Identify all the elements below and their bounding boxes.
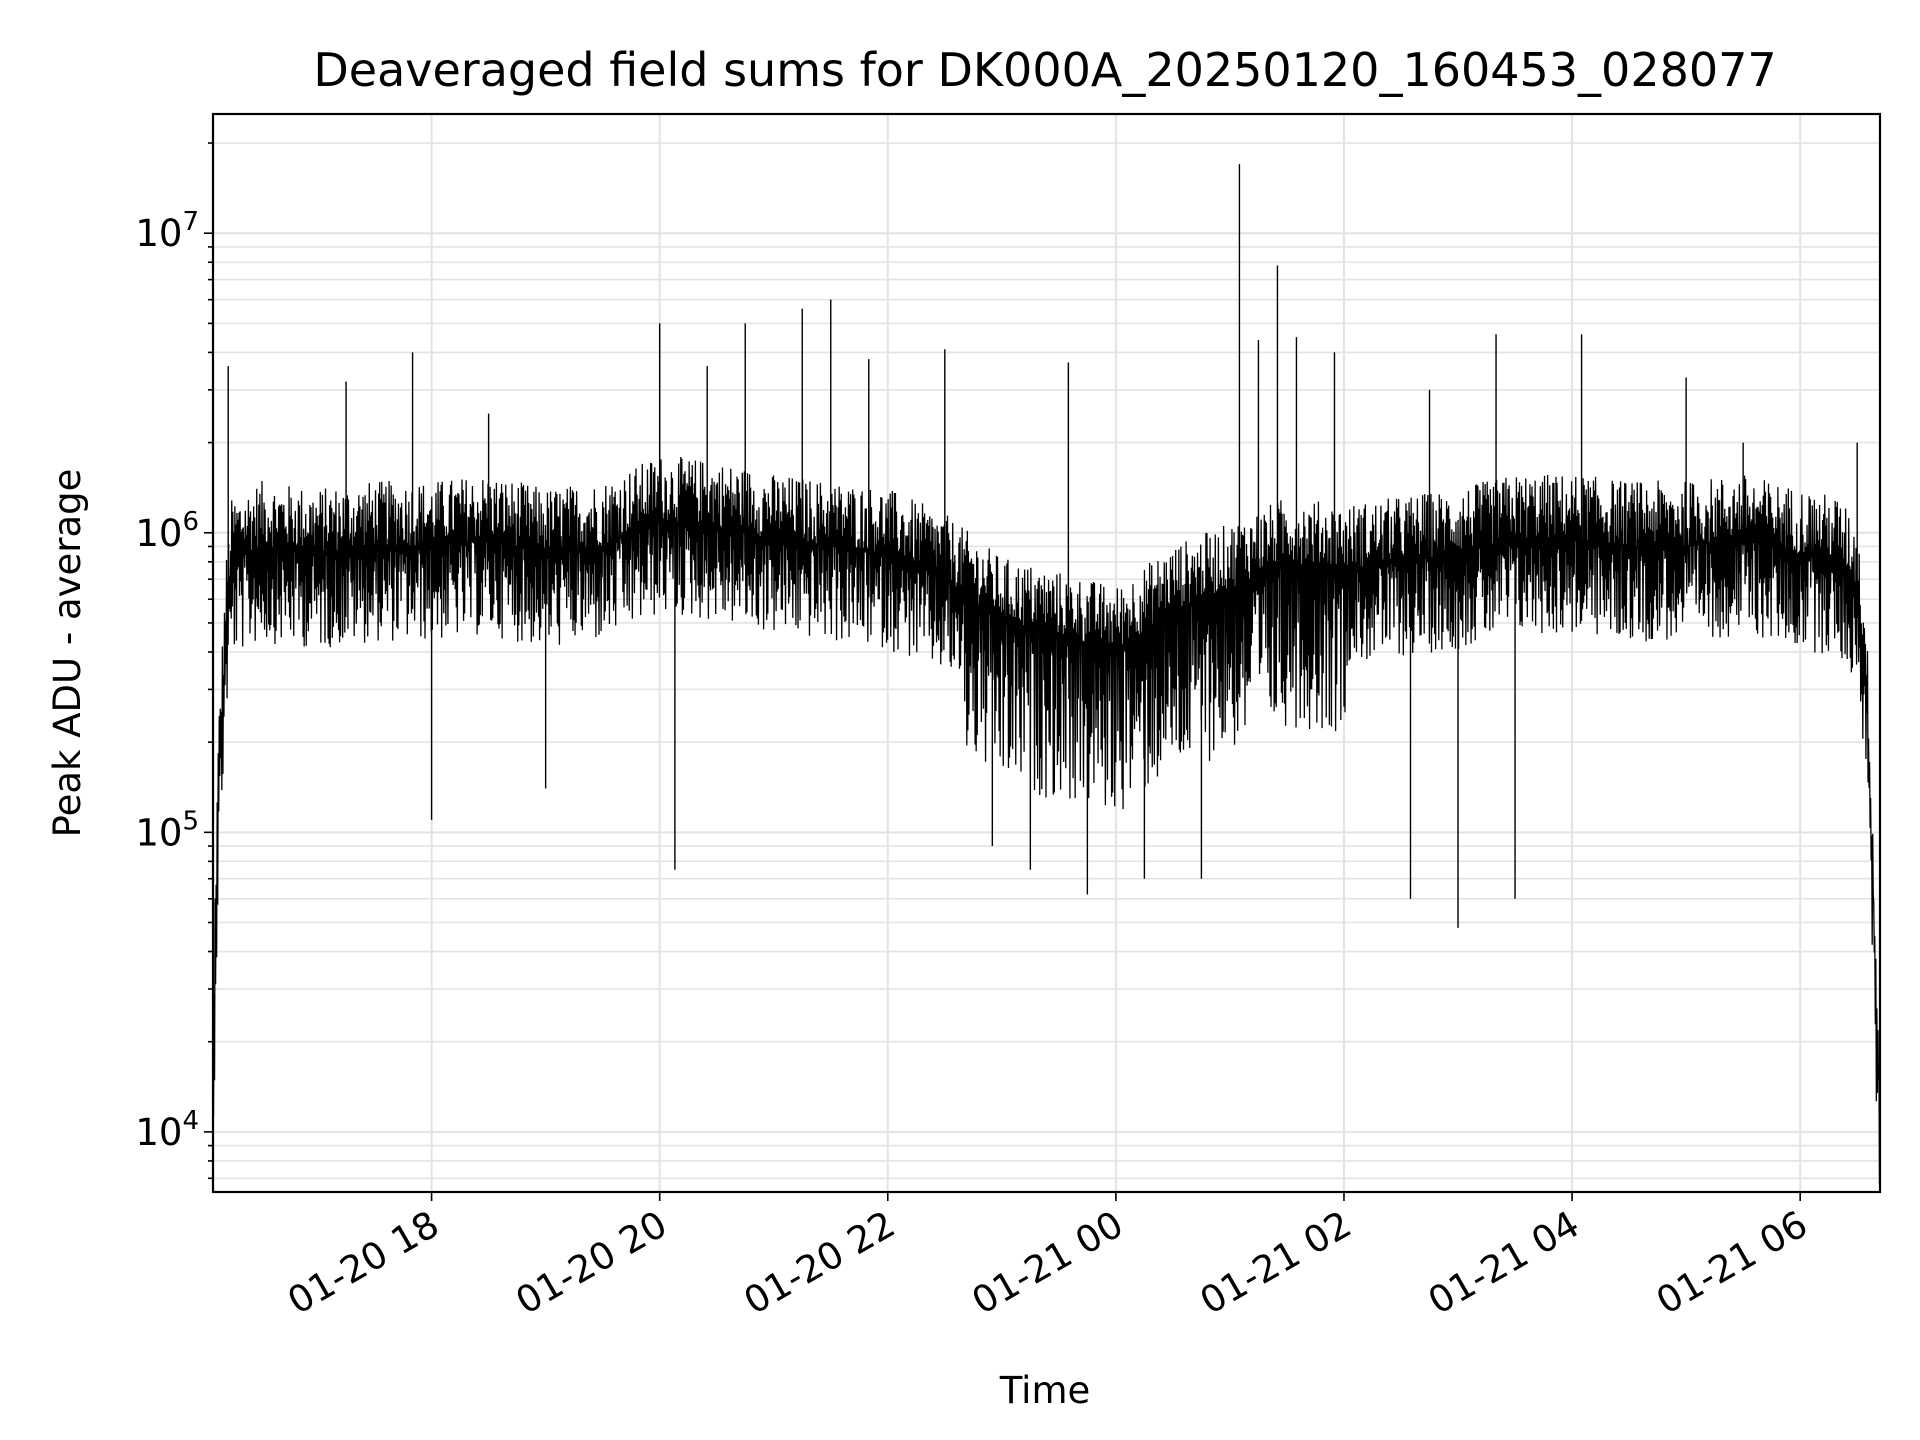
x-axis-label: Time [999,1369,1091,1412]
y-tick-label: 105 [135,806,199,854]
y-tick-label: 104 [135,1106,199,1154]
y-axis-label: Peak ADU - average [46,469,89,838]
series-line [212,456,1881,1185]
y-axis: 104 105 106 107 [135,142,213,1180]
y-tick-label: 106 [135,507,199,555]
y-tick-label: 107 [135,207,199,255]
plot-frame [211,112,1882,1194]
chart-title: Deaveraged field sums for DK000A_2025012… [313,43,1776,97]
data-series [212,164,1881,1185]
